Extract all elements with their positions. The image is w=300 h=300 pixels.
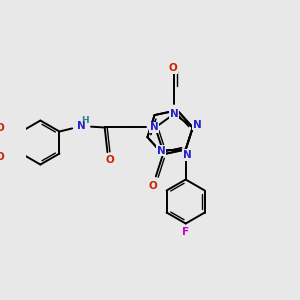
Text: N: N — [183, 150, 191, 160]
Text: H: H — [81, 116, 88, 124]
Text: F: F — [182, 227, 189, 237]
Text: O: O — [168, 63, 177, 73]
Text: O: O — [0, 123, 4, 133]
Text: O: O — [148, 181, 157, 190]
Text: N: N — [193, 120, 201, 130]
Text: O: O — [106, 155, 115, 165]
Text: N: N — [150, 122, 158, 133]
Text: N: N — [170, 109, 178, 119]
Text: N: N — [77, 121, 86, 131]
Text: N: N — [157, 146, 166, 156]
Text: O: O — [0, 152, 4, 162]
